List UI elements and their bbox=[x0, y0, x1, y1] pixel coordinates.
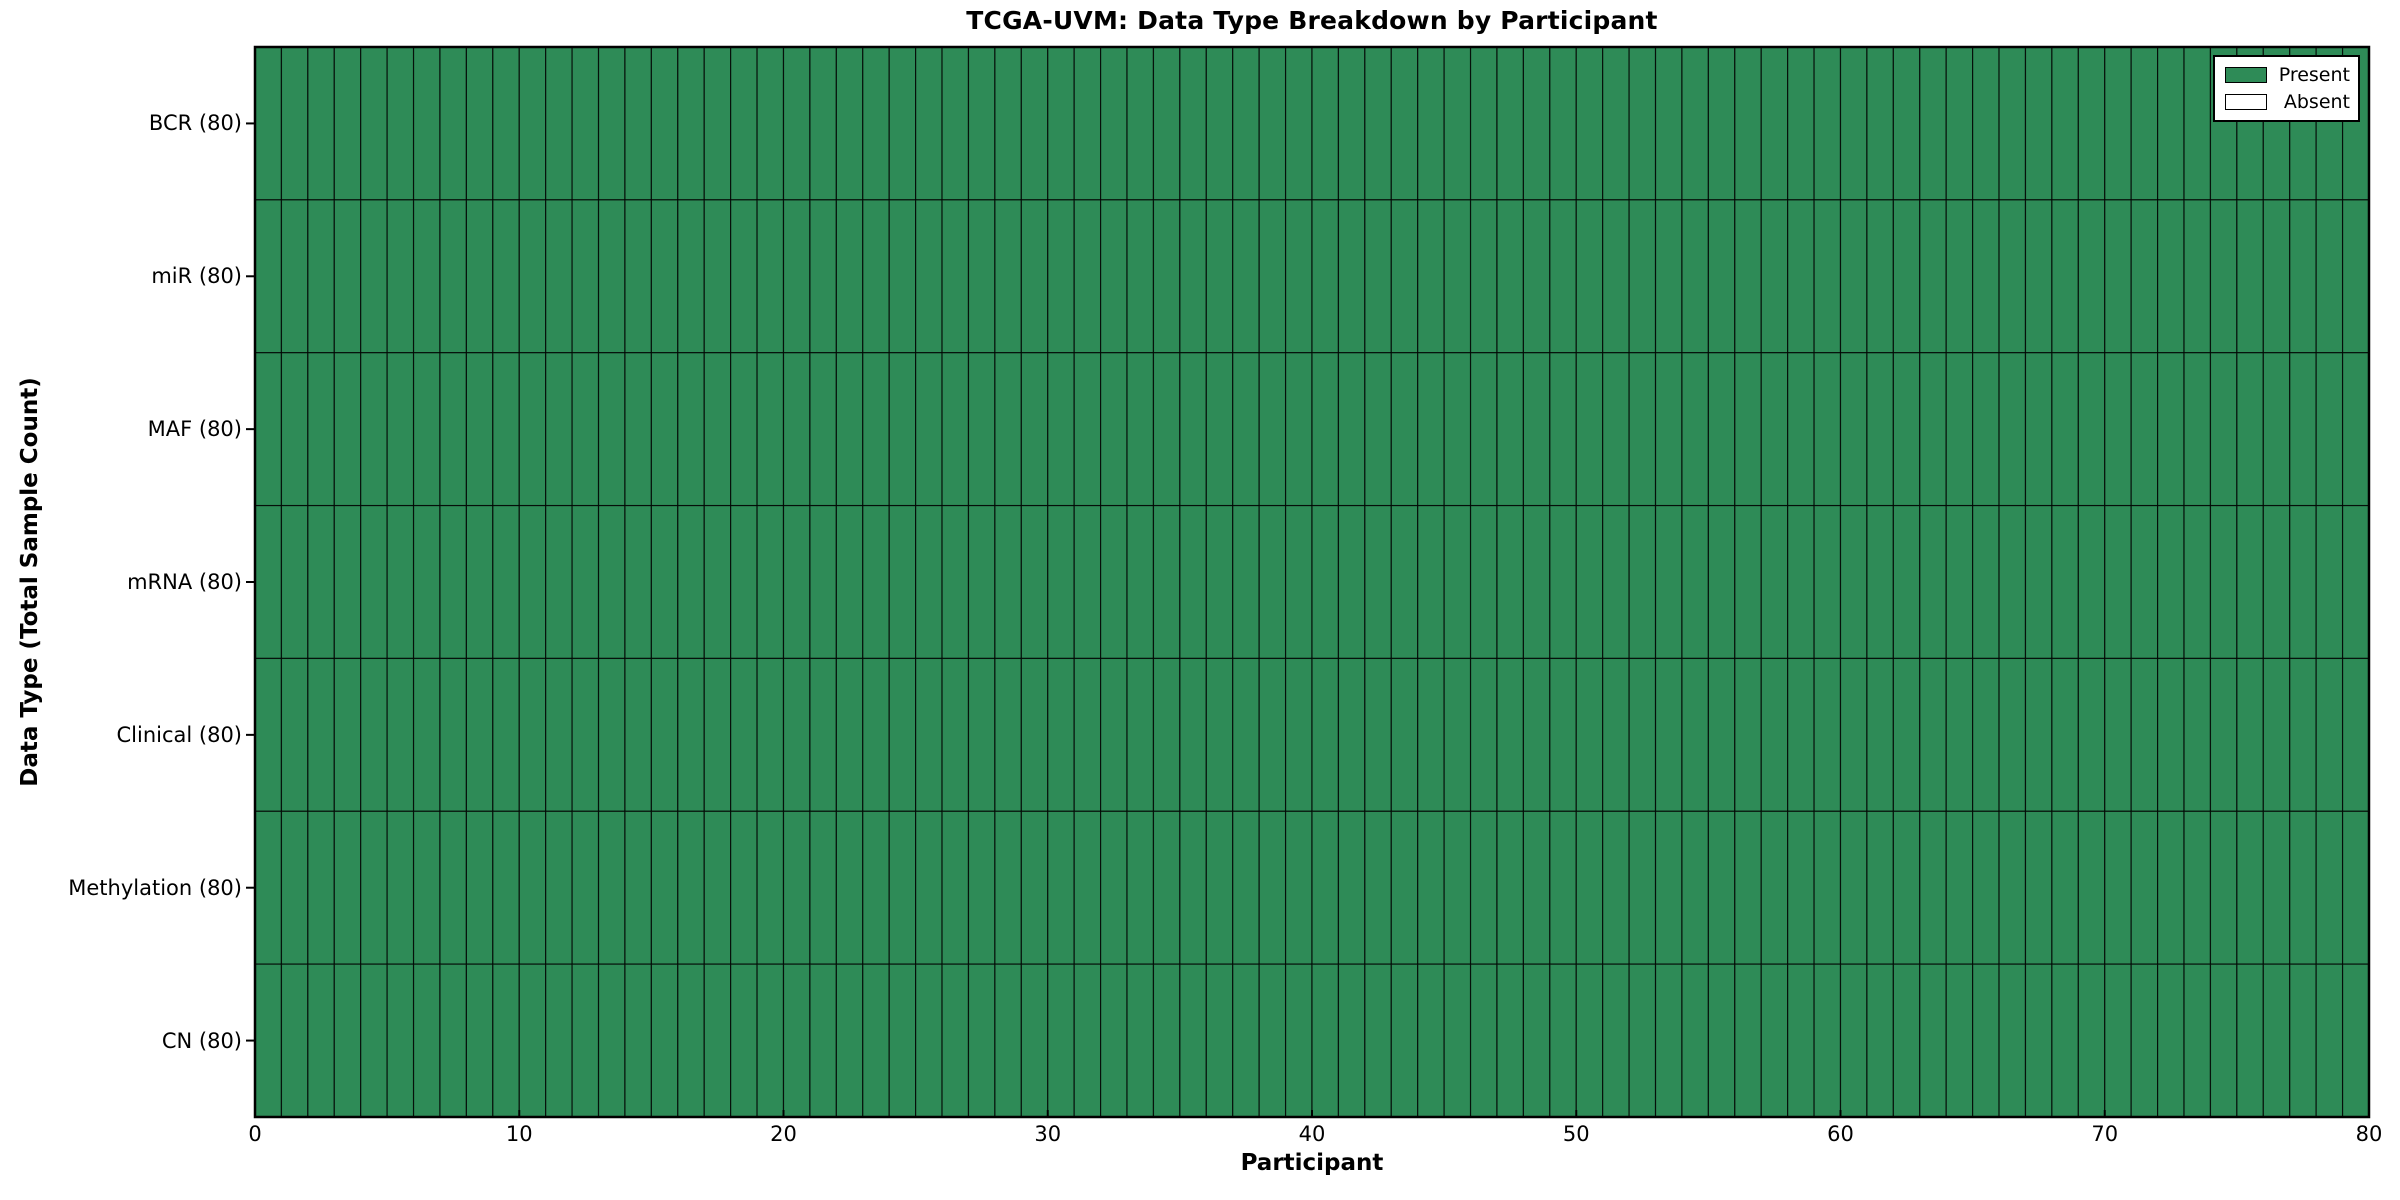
x-tick-label: 40 bbox=[1298, 1122, 1326, 1146]
y-tick-label: MAF (80) bbox=[147, 417, 242, 442]
y-tick-label: Clinical (80) bbox=[116, 722, 242, 747]
legend: Present Absent bbox=[2213, 55, 2360, 122]
legend-absent-label: Absent bbox=[2283, 91, 2350, 113]
x-tick-label: 60 bbox=[1827, 1122, 1854, 1146]
chart-title: TCGA-UVM: Data Type Breakdown by Partici… bbox=[966, 6, 1658, 35]
x-axis-title: Participant bbox=[1240, 1150, 1384, 1176]
y-tick-label: mRNA (80) bbox=[127, 570, 242, 594]
x-tick-label: 20 bbox=[770, 1122, 797, 1146]
legend-item-present: Present bbox=[2221, 64, 2352, 86]
x-tick-label: 80 bbox=[2355, 1122, 2383, 1146]
legend-present-label: Present bbox=[2278, 64, 2350, 86]
y-tick-label: CN (80) bbox=[161, 1028, 242, 1053]
x-tick-label: 10 bbox=[505, 1122, 533, 1146]
y-tick-label: BCR (80) bbox=[148, 111, 242, 136]
legend-present-swatch-icon bbox=[2225, 67, 2267, 83]
x-tick-label: 30 bbox=[1034, 1122, 1062, 1146]
legend-absent-swatch-icon bbox=[2225, 94, 2267, 110]
x-tick-label: 0 bbox=[248, 1122, 262, 1146]
heatmap-grid bbox=[246, 45, 2371, 1119]
x-tick-label: 70 bbox=[2091, 1122, 2119, 1146]
y-tick-label: miR (80) bbox=[151, 264, 242, 289]
x-tick-label: 50 bbox=[1562, 1122, 1590, 1146]
legend-item-absent: Absent bbox=[2221, 91, 2352, 113]
y-tick-label: Methylation (80) bbox=[68, 875, 242, 900]
